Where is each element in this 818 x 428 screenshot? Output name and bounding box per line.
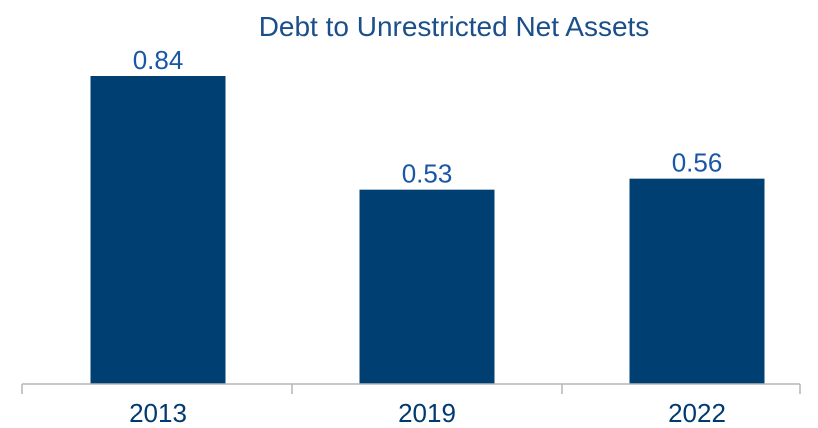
chart-title: Debt to Unrestricted Net Assets [259,11,650,42]
data-label-2019: 0.53 [402,159,453,189]
x-axis-tick-labels: 2013 2019 2022 [129,398,726,428]
bar-2022 [629,178,765,384]
data-label-2022: 0.56 [672,148,723,178]
data-labels-layer: 0.84 0.53 0.56 [133,45,723,189]
bar-2019 [359,189,495,384]
x-tick-label-2013: 2013 [129,398,187,428]
x-axis-ticks [21,384,801,394]
data-label-2013: 0.84 [133,45,184,75]
bar-2013 [90,76,226,384]
bars-layer [90,76,765,384]
x-tick-label-2019: 2019 [398,398,456,428]
x-tick-label-2022: 2022 [668,398,726,428]
